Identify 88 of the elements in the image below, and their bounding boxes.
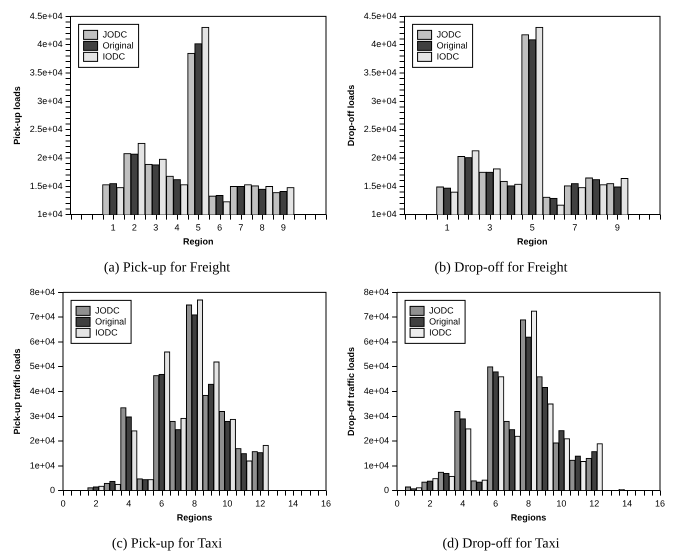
y-tick-label: 6e+04 [364, 336, 390, 346]
y-tick-label: 4e+04 [37, 39, 63, 50]
legend-label: Original [95, 316, 126, 326]
x-tick-label: 7 [238, 222, 244, 232]
text: (a) Pick-up for Freight [104, 260, 230, 276]
text: (d) Drop-off for Taxi [442, 536, 560, 552]
y-tick-label: 7e+04 [364, 312, 390, 322]
x-tick-label: 5 [196, 222, 201, 232]
y-tick-label: 1e+04 [30, 460, 56, 470]
x-tick-label: 12 [589, 498, 600, 508]
y-tick-label: 1.5e+04 [30, 180, 63, 191]
y-axis-title: Pick-up loads [12, 86, 22, 145]
x-tick-label: 2 [427, 498, 432, 508]
y-tick-label: 4e+04 [30, 386, 56, 396]
y-tick-label: 2.5e+04 [30, 124, 63, 134]
x-tick-label: 6 [493, 498, 498, 508]
x-tick-label: 8 [192, 498, 198, 508]
y-tick-label: 1.5e+04 [364, 180, 397, 191]
y-tick-label: 1e+04 [371, 209, 397, 220]
y-tick-label: 0 [50, 485, 56, 496]
y-tick-label: 4.5e+04 [364, 10, 397, 21]
legend-label: Original [429, 316, 460, 326]
x-axis-title: Regions [176, 512, 212, 522]
x-tick-label: 14 [288, 498, 298, 508]
y-tick-label: 4e+04 [371, 39, 397, 50]
x-tick-label: 14 [622, 498, 632, 508]
legend-label: JODC [102, 29, 128, 40]
x-tick-label: 16 [320, 498, 332, 508]
x-tick-label: 10 [556, 498, 566, 508]
y-tick-label: 2.5e+04 [364, 124, 397, 134]
legend-label: IODC [429, 327, 452, 338]
y-tick-label: 1e+04 [364, 460, 390, 470]
y-tick-label: 4e+04 [364, 386, 390, 396]
y-tick-label: 5e+04 [364, 361, 390, 372]
y-tick-label: 3.5e+04 [364, 68, 397, 78]
x-tick-label: 4 [126, 498, 132, 508]
x-axis-title: Region [517, 236, 548, 246]
x-tick-label: 4 [460, 498, 466, 508]
y-axis-title: Drop-off traffic loads [346, 347, 356, 436]
x-tick-label: 12 [255, 498, 266, 508]
x-axis-title: Region [183, 236, 214, 246]
x-tick-label: 8 [526, 498, 532, 508]
x-tick-label: 1 [110, 222, 116, 232]
y-tick-label: 2e+04 [37, 152, 63, 162]
y-tick-label: 3e+04 [371, 96, 397, 106]
y-tick-label: 3e+04 [37, 96, 63, 106]
y-tick-label: 6e+04 [30, 336, 56, 346]
legend-label: IODC [95, 327, 118, 338]
x-tick-label: 9 [614, 222, 620, 232]
x-tick-label: 16 [654, 498, 666, 508]
y-tick-label: 3e+04 [30, 410, 56, 421]
x-tick-label: 6 [217, 222, 222, 232]
x-tick-label: 3 [153, 222, 158, 232]
y-tick-label: 4.5e+04 [30, 10, 63, 21]
y-tick-label: 2e+04 [364, 436, 390, 446]
x-tick-label: 6 [159, 498, 164, 508]
legend-label: JODC [429, 305, 454, 316]
legend-label: JODC [436, 29, 462, 40]
legend-label: IODC [436, 51, 460, 62]
x-tick-label: 1 [444, 222, 450, 232]
x-tick-label: 7 [572, 222, 578, 232]
y-tick-label: 8e+04 [364, 286, 390, 297]
y-tick-label: 7e+04 [30, 312, 56, 322]
legend-label: JODC [95, 305, 120, 316]
x-axis-title: Regions [510, 512, 546, 522]
x-tick-label: 10 [222, 498, 232, 508]
y-tick-label: 5e+04 [30, 361, 56, 372]
x-tick-label: 8 [260, 222, 265, 232]
y-tick-label: 2e+04 [371, 152, 397, 162]
y-tick-label: 8e+04 [30, 286, 56, 297]
y-tick-label: 0 [384, 485, 390, 496]
text: (b) Drop-off for Freight [434, 260, 568, 276]
x-tick-label: 2 [132, 222, 137, 232]
y-tick-label: 1e+04 [37, 209, 63, 220]
y-tick-label: 3e+04 [364, 410, 390, 421]
y-tick-label: 2e+04 [30, 436, 56, 446]
x-tick-label: 4 [174, 222, 180, 232]
x-tick-label: 3 [487, 222, 492, 232]
legend-label: Original [102, 40, 134, 50]
text: (c) Pick-up for Taxi [112, 536, 222, 552]
x-tick-label: 5 [530, 222, 535, 232]
y-axis-title: Pick-up traffic loads [12, 348, 22, 435]
y-tick-label: 3.5e+04 [30, 68, 63, 78]
legend-label: Original [436, 40, 468, 50]
x-tick-label: 2 [93, 498, 98, 508]
legend-label: IODC [102, 51, 126, 62]
y-axis-title: Drop-off loads [346, 84, 356, 146]
x-tick-label: 9 [280, 222, 286, 232]
